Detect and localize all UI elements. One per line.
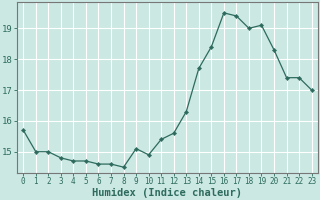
X-axis label: Humidex (Indice chaleur): Humidex (Indice chaleur): [92, 188, 243, 198]
